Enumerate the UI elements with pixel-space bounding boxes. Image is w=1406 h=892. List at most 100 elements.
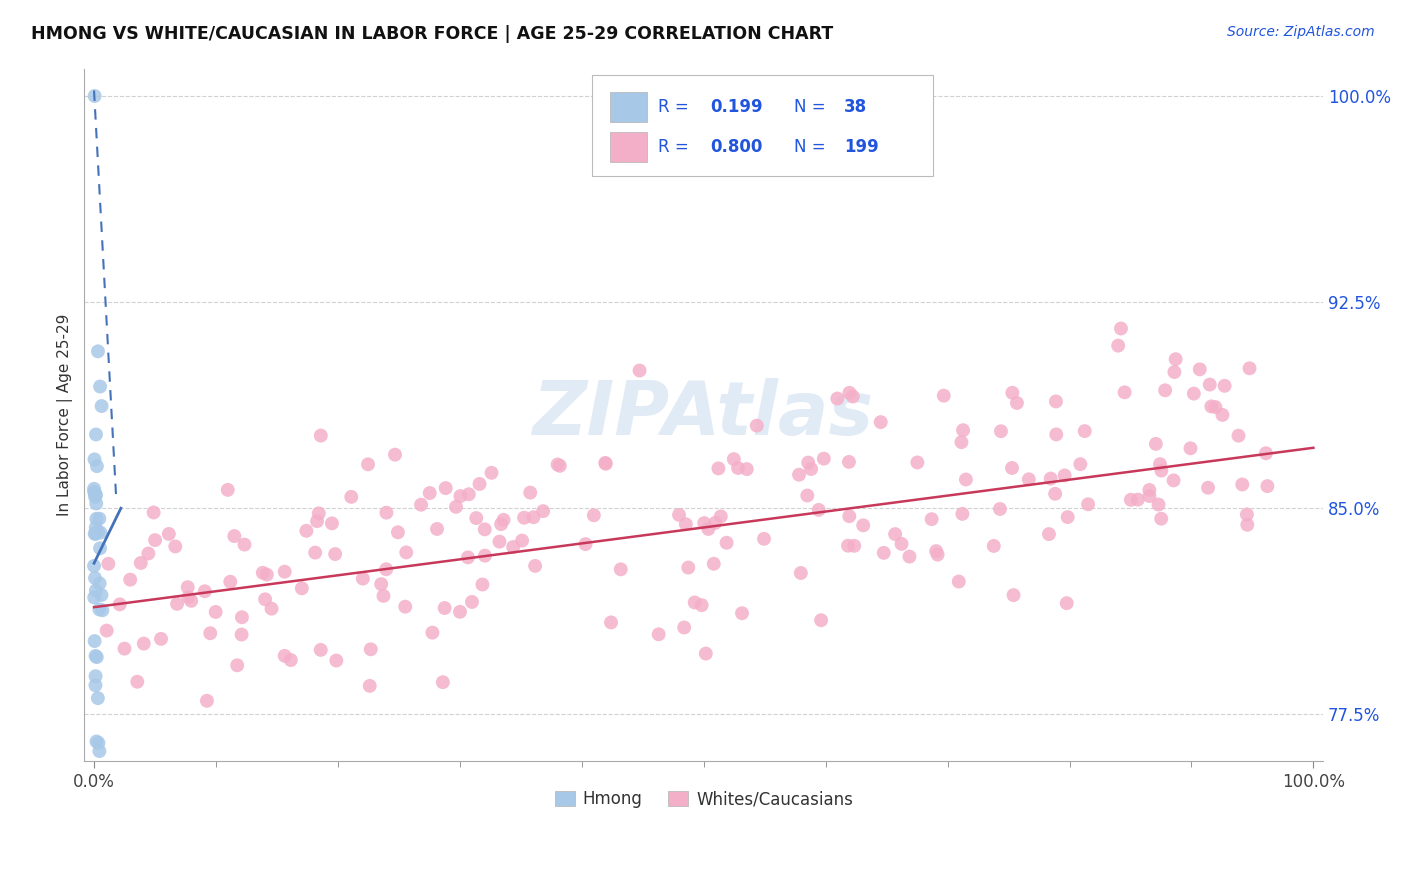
Point xyxy=(921,512,943,526)
Point xyxy=(83,591,105,605)
Text: R =: R = xyxy=(658,138,689,156)
FancyBboxPatch shape xyxy=(610,132,647,162)
Point xyxy=(1163,365,1185,379)
Point xyxy=(1126,492,1149,507)
Point xyxy=(83,452,105,467)
Point xyxy=(852,518,875,533)
Point xyxy=(1236,508,1258,522)
Point xyxy=(87,344,110,359)
Point xyxy=(693,516,716,530)
Point xyxy=(97,557,120,571)
Point xyxy=(1114,385,1136,400)
Point xyxy=(89,511,111,525)
Point xyxy=(373,589,395,603)
Point xyxy=(84,583,107,598)
Point xyxy=(90,399,112,413)
Point xyxy=(932,389,955,403)
Point xyxy=(132,637,155,651)
Point xyxy=(1056,596,1078,610)
Point xyxy=(898,549,921,564)
Point xyxy=(807,503,830,517)
Point xyxy=(165,540,187,554)
Point xyxy=(444,500,467,514)
Point xyxy=(837,539,859,553)
Point xyxy=(1045,394,1067,409)
Text: 0.800: 0.800 xyxy=(710,138,762,156)
Point xyxy=(1001,385,1024,400)
Point xyxy=(1154,384,1177,398)
Point xyxy=(595,456,617,470)
Point xyxy=(1039,472,1062,486)
Point xyxy=(461,595,484,609)
Point xyxy=(704,516,727,530)
Point xyxy=(87,736,110,750)
Point xyxy=(925,544,948,558)
Point xyxy=(1182,386,1205,401)
Point xyxy=(1147,498,1170,512)
Point xyxy=(83,89,105,103)
Point xyxy=(83,482,105,496)
Point xyxy=(1119,492,1142,507)
Point xyxy=(96,624,118,638)
Point xyxy=(457,487,479,501)
Point xyxy=(90,588,112,602)
Point xyxy=(87,691,110,706)
Point xyxy=(86,512,108,526)
Point xyxy=(321,516,343,531)
Point xyxy=(1150,512,1173,526)
Point xyxy=(422,625,444,640)
Point xyxy=(609,562,631,576)
Point xyxy=(1188,362,1211,376)
Point xyxy=(1236,517,1258,532)
Point xyxy=(1197,481,1219,495)
Legend: Hmong, Whites/Caucasians: Hmong, Whites/Caucasians xyxy=(548,784,859,815)
Point xyxy=(291,582,314,596)
Point xyxy=(697,522,720,536)
Point xyxy=(449,605,471,619)
Point xyxy=(273,648,295,663)
Point xyxy=(89,541,111,556)
Point xyxy=(548,458,571,473)
Point xyxy=(256,567,278,582)
Point xyxy=(260,601,283,615)
Point xyxy=(180,594,202,608)
Point xyxy=(582,508,605,523)
Point xyxy=(200,626,222,640)
Point xyxy=(796,489,818,503)
Point xyxy=(84,527,107,541)
Point xyxy=(869,415,891,429)
Point xyxy=(1254,446,1277,460)
Point xyxy=(226,658,249,673)
Point xyxy=(1201,400,1223,414)
Point xyxy=(474,522,496,536)
Point xyxy=(375,506,398,520)
Point xyxy=(489,517,512,532)
Point xyxy=(84,427,107,442)
Point xyxy=(252,566,274,580)
Point xyxy=(89,525,111,540)
Point xyxy=(89,576,111,591)
Point xyxy=(695,647,717,661)
Point xyxy=(678,560,700,574)
Point xyxy=(813,451,835,466)
Point xyxy=(217,483,239,497)
Point xyxy=(595,457,617,471)
Point xyxy=(273,565,295,579)
Point xyxy=(1077,497,1099,511)
Text: HMONG VS WHITE/CAUCASIAN IN LABOR FORCE | AGE 25-29 CORRELATION CHART: HMONG VS WHITE/CAUCASIAN IN LABOR FORCE … xyxy=(31,25,834,43)
Point xyxy=(87,525,110,540)
Text: Source: ZipAtlas.com: Source: ZipAtlas.com xyxy=(1227,25,1375,39)
Point xyxy=(745,418,768,433)
Point xyxy=(952,423,974,437)
Point xyxy=(231,627,253,641)
Point xyxy=(384,448,406,462)
Point xyxy=(352,572,374,586)
Point xyxy=(983,539,1005,553)
Point xyxy=(325,654,347,668)
Text: N =: N = xyxy=(794,138,825,156)
Point xyxy=(434,481,457,495)
Point xyxy=(810,613,832,627)
Point xyxy=(574,537,596,551)
Point xyxy=(86,650,108,665)
Point xyxy=(1163,474,1185,488)
